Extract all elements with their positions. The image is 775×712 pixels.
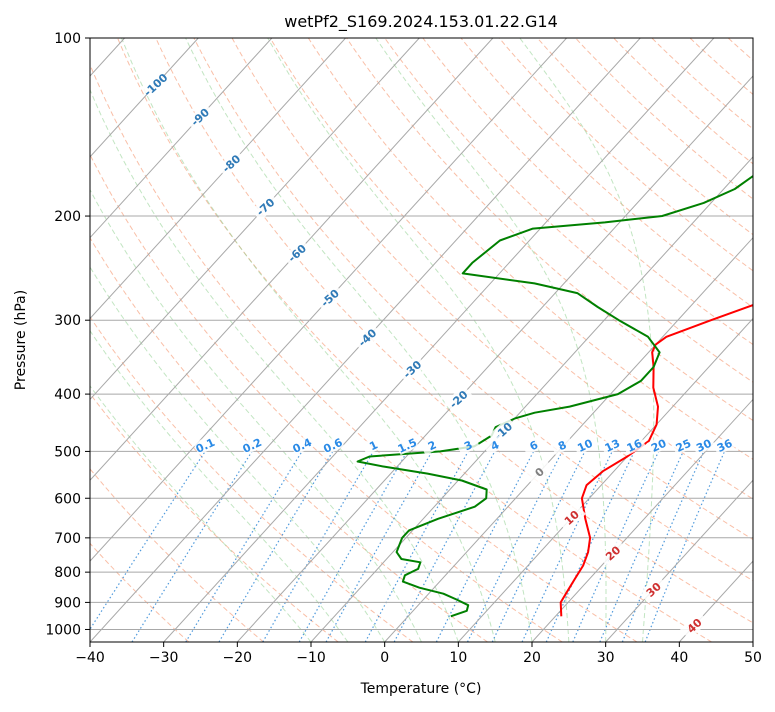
y-tick-label: 1000 xyxy=(45,622,81,638)
x-axis-label: Temperature (°C) xyxy=(360,681,482,697)
x-tick-label: −10 xyxy=(296,650,326,666)
x-tick-label: 10 xyxy=(449,650,467,666)
y-tick-label: 100 xyxy=(54,31,81,47)
x-tick-label: −40 xyxy=(75,650,105,666)
x-tick-label: 50 xyxy=(744,650,762,666)
x-tick-label: −30 xyxy=(149,650,179,666)
x-tick-label: 20 xyxy=(523,650,541,666)
x-tick-label: 0 xyxy=(380,650,389,666)
y-tick-label: 200 xyxy=(54,209,81,225)
chart-title: wetPf2_S169.2024.153.01.22.G14 xyxy=(284,12,558,32)
y-tick-label: 900 xyxy=(54,595,81,611)
y-axis-label: Pressure (hPa) xyxy=(13,290,29,390)
y-tick-label: 400 xyxy=(54,387,81,403)
y-tick-label: 600 xyxy=(54,491,81,507)
x-tick-label: 40 xyxy=(670,650,688,666)
x-tick-label: 30 xyxy=(597,650,615,666)
x-tick-label: −20 xyxy=(223,650,253,666)
y-tick-label: 700 xyxy=(54,531,81,547)
y-tick-label: 500 xyxy=(54,444,81,460)
y-tick-label: 300 xyxy=(54,313,81,329)
y-tick-label: 800 xyxy=(54,565,81,581)
